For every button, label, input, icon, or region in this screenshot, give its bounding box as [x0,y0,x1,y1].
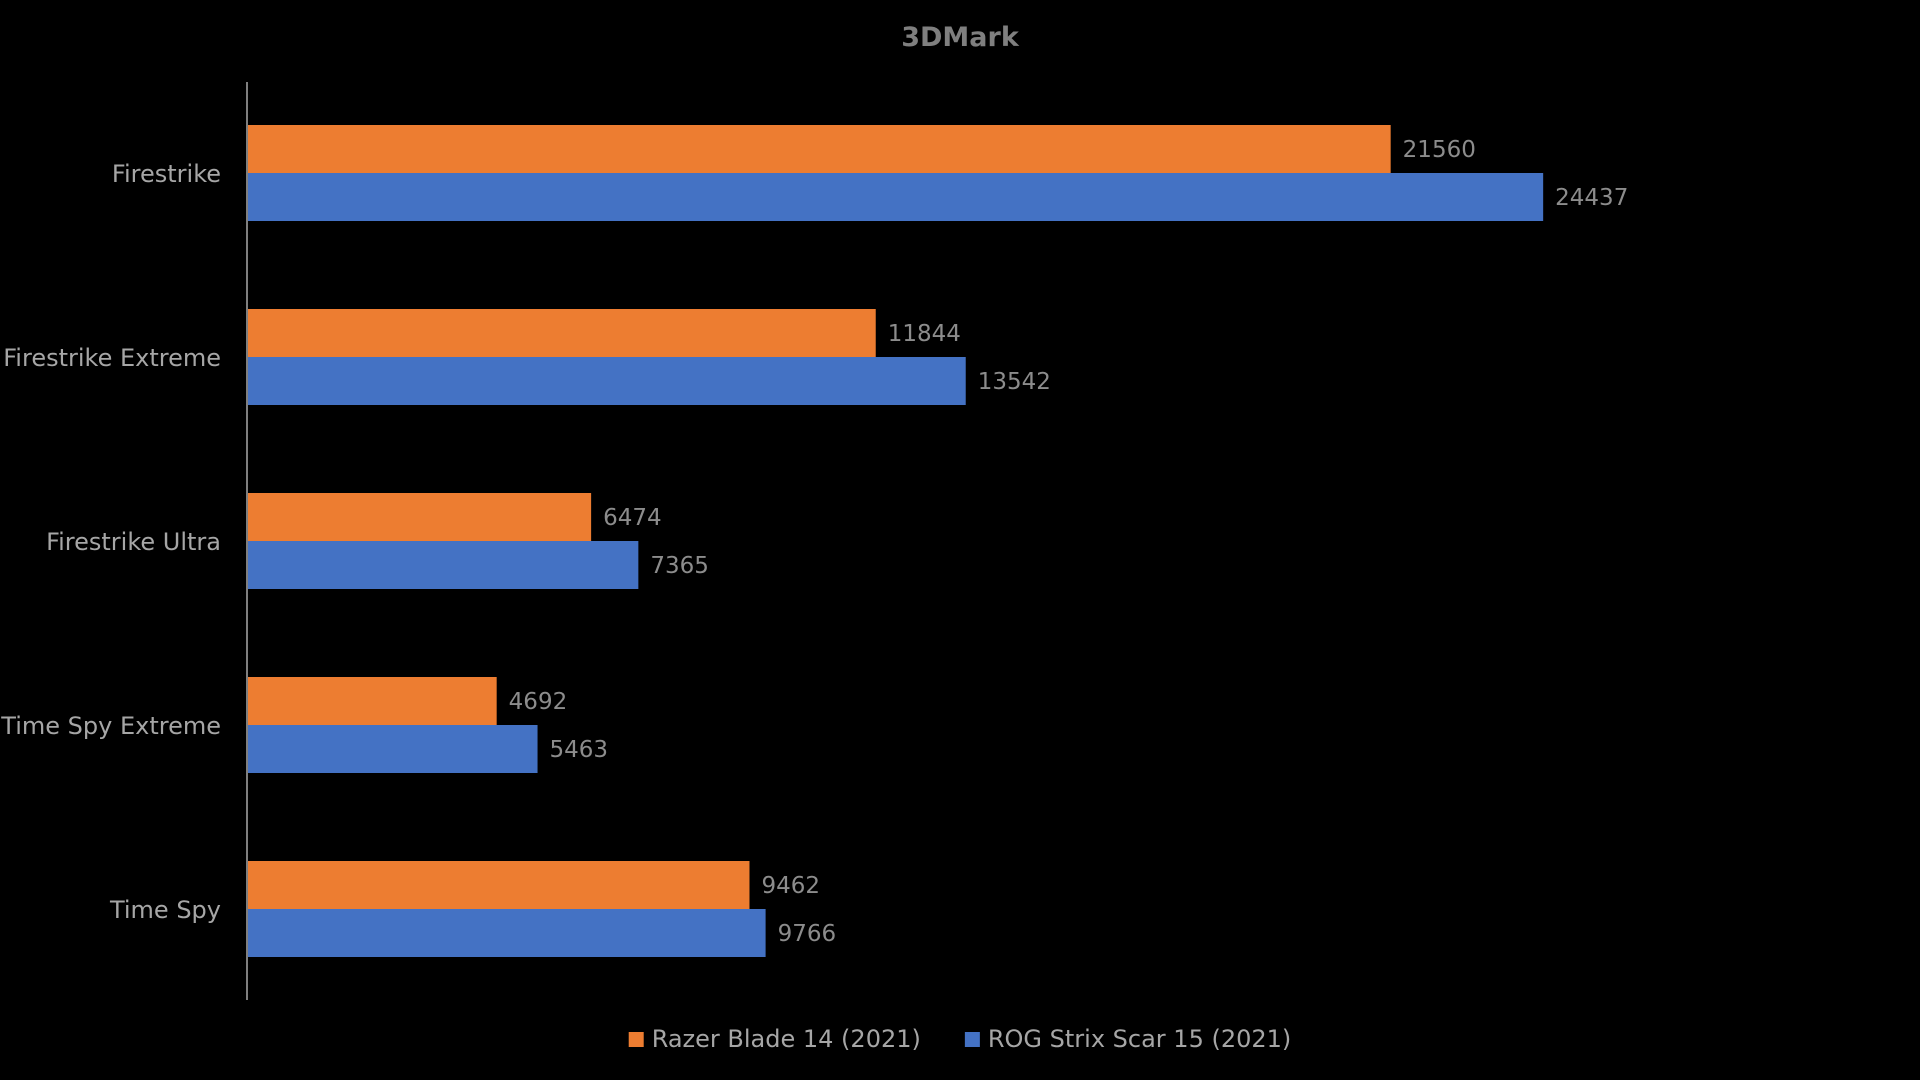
bars [248,125,1544,957]
legend-label-series-0: Razer Blade 14 (2021) [652,1025,921,1053]
value-label-firestrike-ultra-series-0: 6474 [603,505,662,531]
bar-time-spy-series-0 [248,861,750,909]
bar-firestrike-series-1 [248,173,1544,221]
value-label-time-spy-extreme-series-1: 5463 [550,737,609,763]
legend-label-series-1: ROG Strix Scar 15 (2021) [988,1025,1291,1053]
category-label-firestrike: Firestrike [112,160,221,188]
chart-title: 3DMark [901,22,1020,53]
bar-time-spy-series-1 [248,909,766,957]
category-label-firestrike-ultra: Firestrike Ultra [46,528,221,556]
value-label-time-spy-extreme-series-0: 4692 [509,689,568,715]
value-label-firestrike-ultra-series-1: 7365 [650,553,709,579]
legend: Razer Blade 14 (2021) ROG Strix Scar 15 (… [628,1025,1291,1053]
value-label-time-spy-series-1: 9766 [778,921,837,947]
legend-swatch-series-0 [628,1032,644,1047]
value-label-time-spy-series-0: 9462 [761,873,820,899]
bar-firestrike-series-0 [248,125,1391,173]
bar-firestrike-extreme-series-0 [248,309,876,357]
value-label-firestrike-series-0: 21560 [1403,137,1476,163]
bar-time-spy-extreme-series-1 [248,725,538,773]
value-label-firestrike-extreme-series-1: 13542 [978,369,1051,395]
bar-time-spy-extreme-series-0 [248,677,497,725]
bar-firestrike-ultra-series-1 [248,541,639,589]
value-labels: 21560 24437 11844 13542 6474 7365 4692 5463 9462… [509,137,1629,947]
value-label-firestrike-series-1: 24437 [1555,185,1628,211]
bar-firestrike-ultra-series-0 [248,493,592,541]
category-label-time-spy-extreme: Time Spy Extreme [0,712,221,740]
category-labels: Firestrike Firestrike Extreme Firestrike U… [0,160,221,924]
bar-firestrike-extreme-series-1 [248,357,966,405]
value-label-firestrike-extreme-series-0: 11844 [888,321,961,347]
legend-swatch-series-1 [964,1032,980,1047]
category-label-time-spy: Time Spy [109,896,221,924]
category-label-firestrike-extreme: Firestrike Extreme [3,344,221,372]
